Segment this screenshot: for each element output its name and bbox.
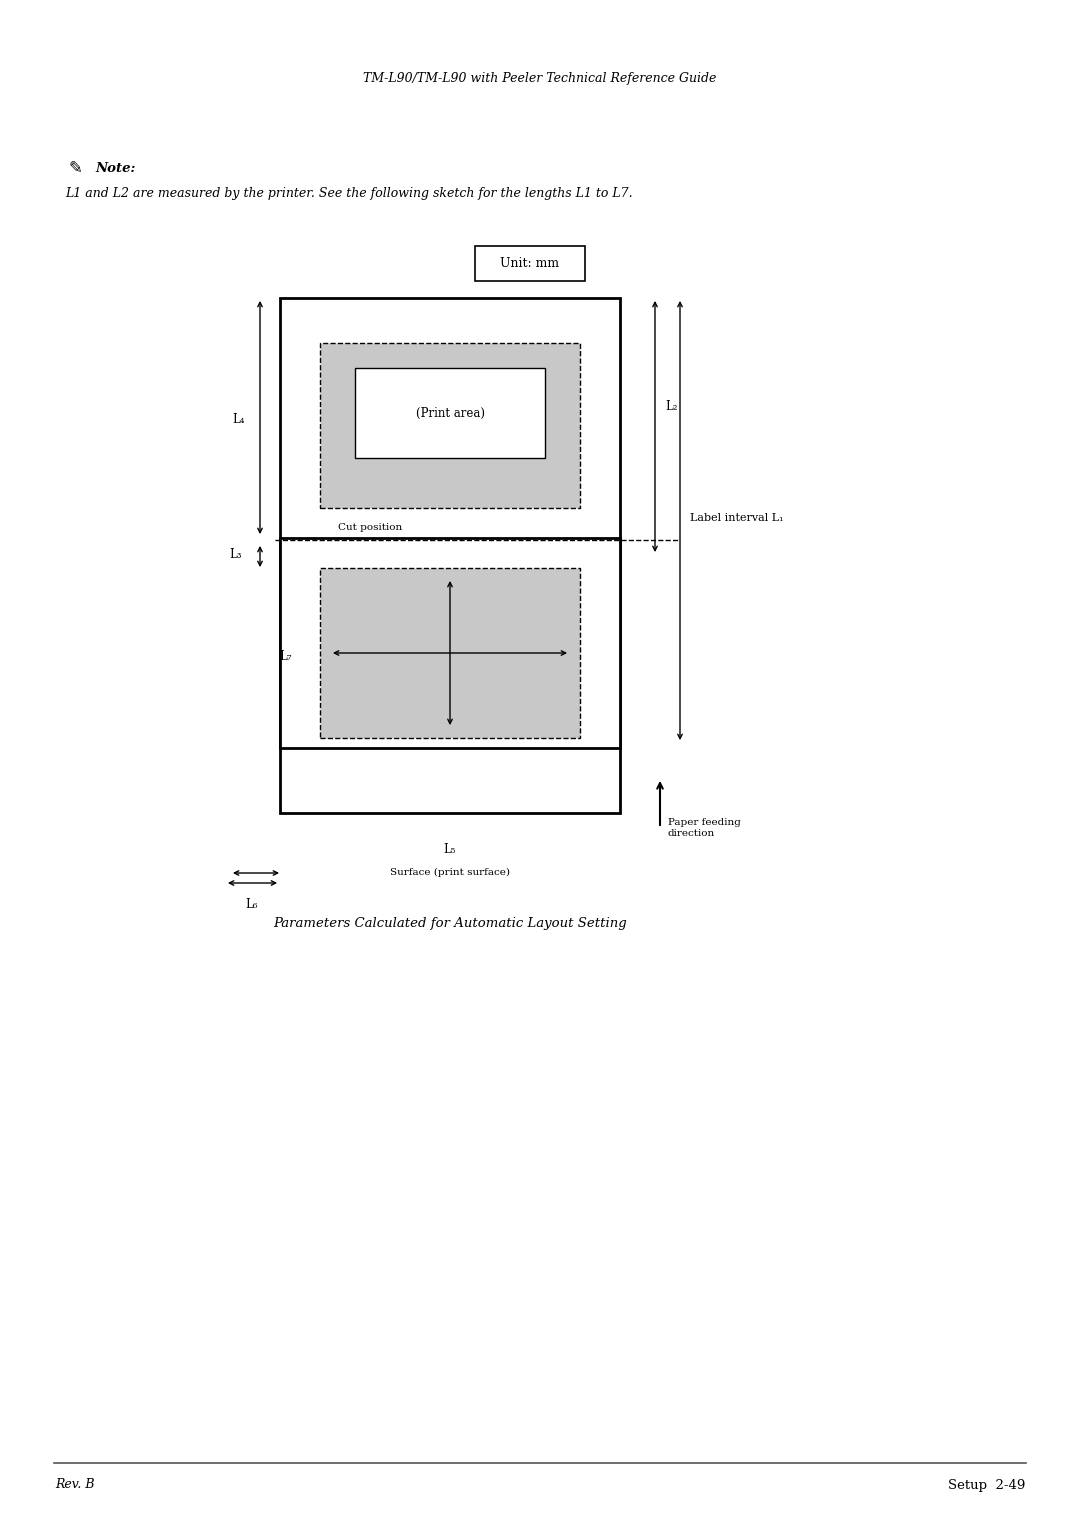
Text: L₄: L₄ (232, 413, 245, 425)
Text: L₅: L₅ (444, 843, 456, 856)
Text: L₂: L₂ (665, 400, 677, 413)
Text: Surface (print surface): Surface (print surface) (390, 868, 510, 877)
Text: Rev. B: Rev. B (55, 1479, 95, 1491)
Bar (280, 298, 620, 813)
Text: L1 and L2 are measured by the printer. See the following sketch for the lengths : L1 and L2 are measured by the printer. S… (65, 186, 633, 200)
Text: Label interval L₁: Label interval L₁ (690, 513, 783, 523)
Text: L₇: L₇ (280, 651, 292, 663)
Text: L₃: L₃ (229, 547, 242, 561)
Bar (320, 568, 580, 738)
Text: TM-L90/TM-L90 with Peeler Technical Reference Guide: TM-L90/TM-L90 with Peeler Technical Refe… (363, 72, 717, 84)
Bar (280, 538, 620, 749)
Text: Unit: mm: Unit: mm (500, 257, 559, 269)
Text: Paper feeding
direction: Paper feeding direction (669, 819, 741, 837)
Text: Setup  2-49: Setup 2-49 (947, 1479, 1025, 1491)
Text: Cut position: Cut position (338, 523, 402, 532)
Text: (Print area): (Print area) (416, 406, 485, 420)
Text: L₆: L₆ (246, 898, 258, 911)
Text: Parameters Calculated for Automatic Layout Setting: Parameters Calculated for Automatic Layo… (273, 917, 626, 929)
FancyBboxPatch shape (475, 246, 585, 281)
Bar (320, 342, 580, 507)
Text: Note:: Note: (95, 162, 135, 174)
Text: ✎: ✎ (68, 159, 82, 177)
Bar (355, 368, 545, 458)
